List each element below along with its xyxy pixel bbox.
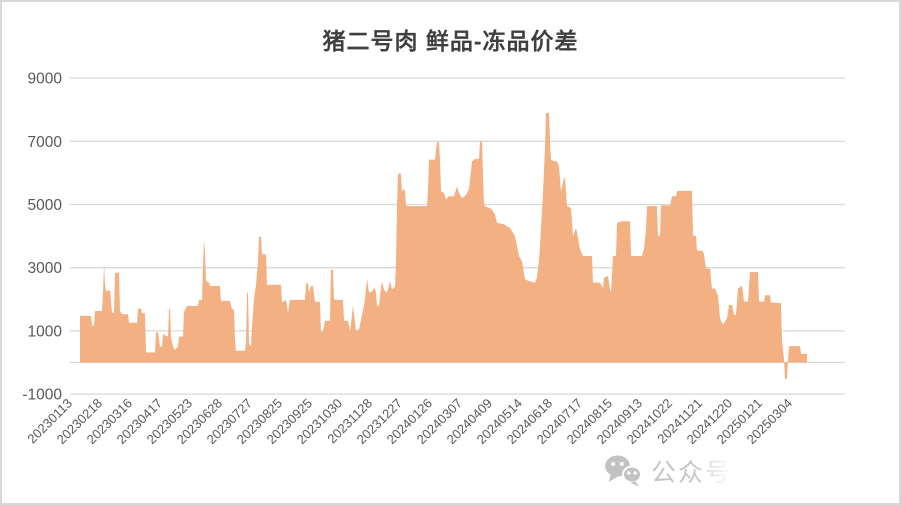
y-tick-label: 5000 — [28, 197, 63, 214]
y-tick-label: -1000 — [22, 387, 62, 404]
watermark: 公众号 — [604, 453, 732, 489]
chart-title: 猪二号肉 鲜品-冻品价差 — [322, 28, 579, 54]
y-tick-label: 3000 — [28, 260, 63, 277]
watermark-label: 公众号 — [651, 459, 733, 487]
y-tick-label: 7000 — [28, 134, 63, 151]
area-series — [80, 112, 807, 379]
y-tick-label: 1000 — [28, 323, 63, 340]
y-tick-label: 9000 — [28, 71, 63, 88]
wechat-icon — [605, 455, 642, 487]
